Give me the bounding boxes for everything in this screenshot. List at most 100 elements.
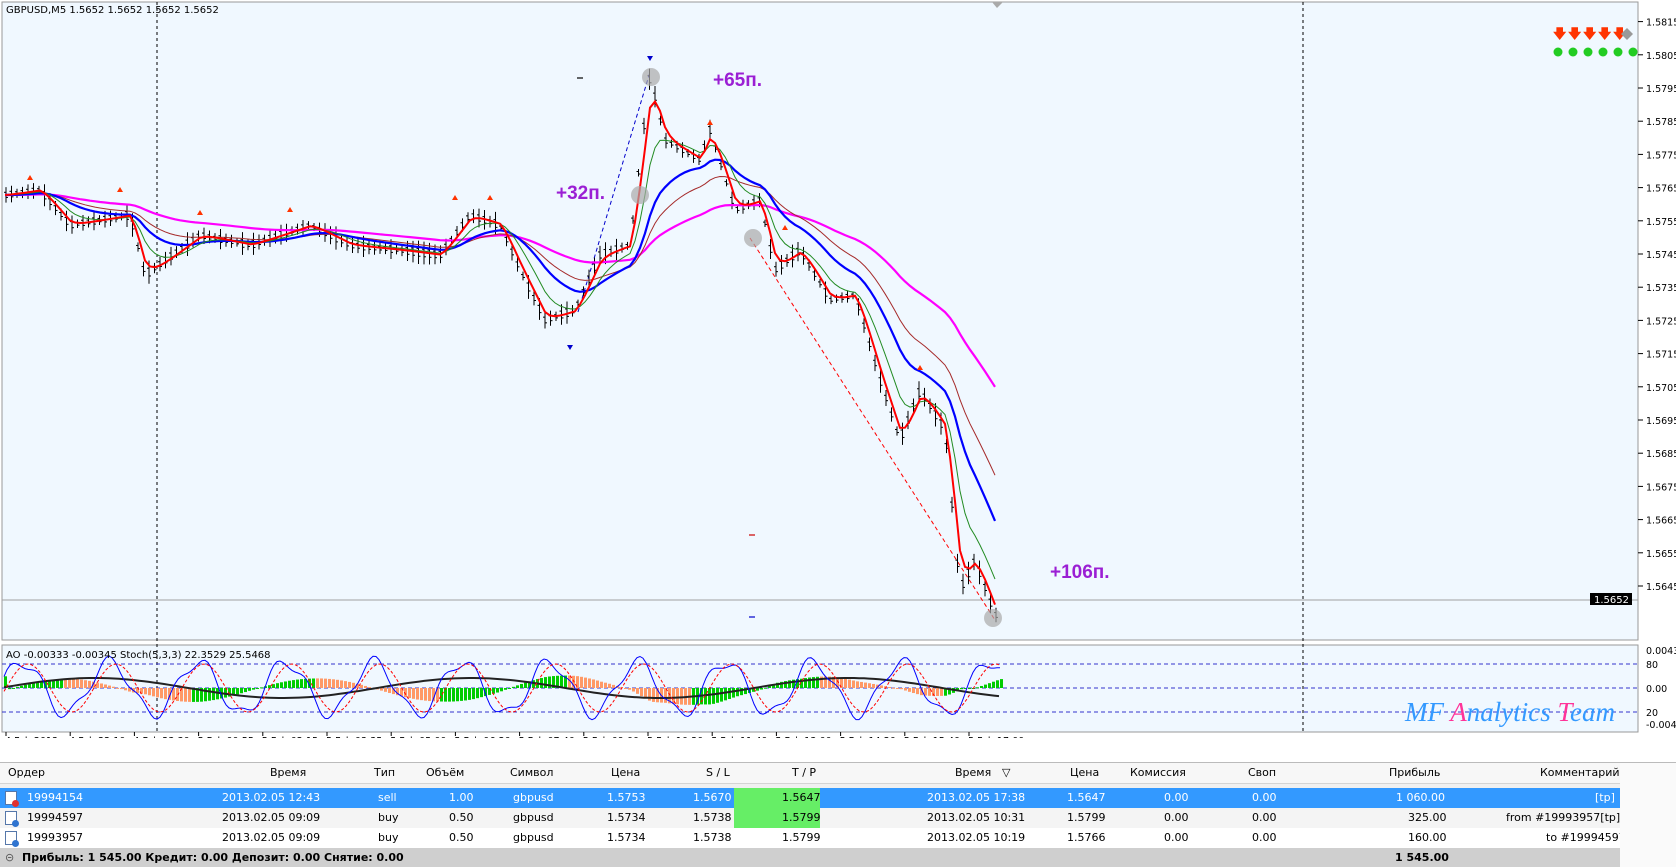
- time-tick-label: 5 Feb 15:40: [904, 736, 960, 738]
- col-tp[interactable]: T / P: [792, 766, 817, 779]
- ao-bar: [32, 683, 35, 688]
- ao-bar: [980, 685, 983, 688]
- col-type[interactable]: Тип: [374, 766, 396, 779]
- ao-bar: [908, 688, 911, 692]
- ao-bar: [820, 676, 823, 688]
- ao-bar: [312, 678, 315, 688]
- col-volume[interactable]: Объём: [426, 766, 465, 779]
- fractal-up-marker: [452, 195, 458, 200]
- terminal-history-panel: Ордер Время Тип Объём Символ Цена S / L …: [0, 762, 1676, 867]
- col-symbol[interactable]: Символ: [510, 766, 554, 779]
- col-close-time[interactable]: Время: [955, 766, 992, 779]
- ao-bar: [332, 679, 335, 688]
- ao-bar: [592, 679, 595, 688]
- table-row[interactable]: 19994597 2013.02.05 09:09 buy 0.50 gbpus…: [0, 808, 1620, 828]
- ao-bar: [808, 677, 811, 688]
- ao-bar: [44, 680, 47, 688]
- ao-bar: [520, 683, 523, 688]
- ao-bar: [356, 683, 359, 688]
- ao-bar: [80, 679, 83, 688]
- sell-signal-arrow-icon: 🡇: [1598, 27, 1612, 42]
- ao-bar: [728, 688, 731, 700]
- col-sl[interactable]: S / L: [706, 766, 730, 779]
- signal-dot-icon: [1568, 47, 1578, 57]
- total-profit: 1 545.00: [1395, 851, 1449, 864]
- price-chart[interactable]: 1.5815 1.5805 1.5795 1.5785 1.5775 1.5765 1.57…: [0, 0, 1676, 747]
- fractal-up-marker: [917, 365, 923, 370]
- trade-point-marker: [744, 229, 762, 247]
- trade-point-marker: [984, 609, 1002, 627]
- current-price-label: 1.5652: [1594, 595, 1629, 606]
- ao-bar: [112, 686, 115, 688]
- ao-bar: [168, 688, 171, 700]
- ao-bar: [352, 682, 355, 688]
- ao-bar: [492, 688, 495, 694]
- ao-bar: [340, 680, 343, 688]
- time-tick-label: 5 Feb 00:55: [198, 736, 254, 738]
- ao-bar: [720, 688, 723, 702]
- ao-bar: [248, 688, 251, 691]
- ao-bar: [548, 676, 551, 688]
- ao-bar: [796, 679, 799, 688]
- trade-point-marker: [642, 68, 660, 86]
- price-tick-label: 1.5685: [1646, 449, 1676, 460]
- ao-bar: [920, 688, 923, 696]
- ao-bar: [76, 679, 79, 688]
- ao-bar: [120, 688, 123, 690]
- ao-bar: [708, 688, 711, 705]
- main-chart-pane[interactable]: [1, 1, 1639, 641]
- ao-bar: [844, 678, 847, 688]
- ao-bar: [904, 688, 907, 691]
- time-tick-label: 5 Feb 17:00: [968, 736, 1024, 738]
- ao-bar: [608, 683, 611, 688]
- summary-row: ⊝ Прибыль: 1 545.00 Кредит: 0.00 Депозит…: [0, 848, 1620, 867]
- ao-bar: [876, 684, 879, 688]
- ao-bar: [576, 676, 579, 688]
- ao-bar: [524, 682, 527, 688]
- indicator-pane[interactable]: [1, 644, 1639, 733]
- col-commission[interactable]: Комиссия: [1130, 766, 1186, 779]
- ao-bar: [56, 679, 59, 688]
- table-row[interactable]: 19994154 2013.02.05 12:43 sell 1.00 gbpu…: [0, 788, 1620, 808]
- ao-bar: [544, 677, 547, 688]
- ao-bar: [240, 688, 243, 694]
- ao-bar: [472, 688, 475, 700]
- ao-bar: [260, 687, 263, 689]
- ao-bar: [604, 682, 607, 688]
- col-order[interactable]: Ордер: [8, 766, 45, 779]
- ao-bar: [616, 686, 619, 688]
- fractal-up-marker: [707, 120, 713, 125]
- ao-bar: [716, 688, 719, 703]
- col-profit[interactable]: Прибыль: [1389, 766, 1441, 779]
- col-time[interactable]: Время: [270, 766, 307, 779]
- ao-bar: [552, 676, 555, 688]
- price-tick-label: 1.5665: [1646, 516, 1676, 527]
- time-tick-label: 5 Feb 05:00: [390, 736, 446, 738]
- ao-bar: [484, 688, 487, 697]
- ao-bar: [932, 688, 935, 696]
- ao-bar: [664, 688, 667, 703]
- sort-icon[interactable]: ▽: [1002, 766, 1011, 779]
- chart-canvas[interactable]: 1.5815 1.5805 1.5795 1.5785 1.5775 1.5765 1.57…: [0, 0, 1676, 747]
- indicator-tick-label: 0.00: [1646, 684, 1667, 695]
- ao-bar: [732, 688, 735, 698]
- col-close-price[interactable]: Цена: [1070, 766, 1100, 779]
- ao-bar: [292, 680, 295, 688]
- col-swap[interactable]: Своп: [1248, 766, 1277, 779]
- table-row[interactable]: 19993957 2013.02.05 09:09 buy 0.50 gbpus…: [0, 828, 1626, 848]
- sell-signal-arrow-icon: 🡇: [1553, 27, 1567, 42]
- ao-bar: [64, 678, 67, 688]
- price-tick-label: 1.5725: [1646, 316, 1676, 327]
- ao-bar: [268, 685, 271, 688]
- col-price[interactable]: Цена: [611, 766, 641, 779]
- ao-bar: [1000, 679, 1003, 688]
- ao-bar: [672, 688, 675, 704]
- time-tick-label: 5 Feb 13:00: [775, 736, 831, 738]
- ao-bar: [20, 685, 23, 688]
- ao-bar: [736, 688, 739, 697]
- ao-bar: [764, 687, 767, 689]
- ao-bar: [200, 688, 203, 702]
- vertical-scrollbar[interactable]: [1620, 763, 1676, 867]
- col-comment[interactable]: Комментарий: [1540, 766, 1620, 779]
- ao-bar: [428, 688, 431, 702]
